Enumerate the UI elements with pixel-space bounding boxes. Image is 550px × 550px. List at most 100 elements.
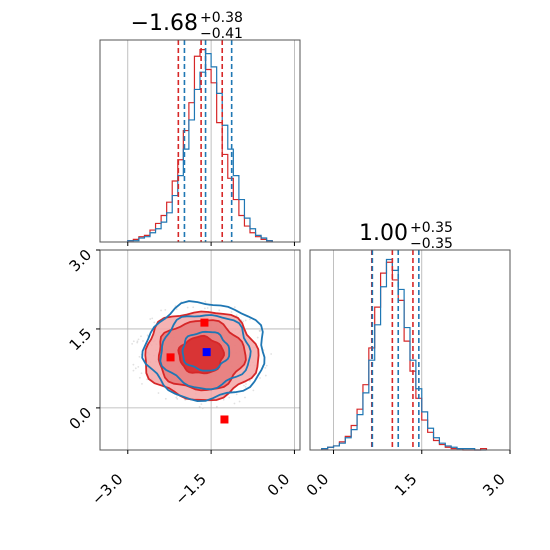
contour-panel-param-2-vs-param-1: −3.0 −1.5 0.0 0.0 1.5 3.0 (66, 246, 301, 509)
quantile-lines-param-1 (177, 40, 233, 242)
y-tick-label: 0.0 (66, 404, 96, 434)
marker-3 (202, 348, 211, 357)
quantile-lines-param-2 (370, 250, 420, 450)
scatter-point (244, 385, 247, 388)
scatter-point (175, 396, 178, 399)
scatter-point (243, 384, 245, 387)
contour-line-series-1-1 (159, 314, 252, 391)
title-value-param-1: −1.68 (131, 11, 198, 36)
x-tick-label: 0.0 (264, 470, 294, 500)
x-tick-label: −1.5 (171, 470, 209, 508)
scatter-point (192, 306, 195, 309)
scatter-point (201, 407, 204, 410)
title-plus-param-2: +0.35 (410, 220, 453, 236)
contours-2d (141, 300, 266, 403)
scatter-point (151, 317, 154, 320)
marker-1 (200, 318, 209, 327)
scatter-point (140, 372, 143, 375)
scatter-point (153, 321, 156, 324)
scatter-point (146, 334, 149, 337)
scatter-point (230, 311, 233, 313)
scatter-point (131, 343, 134, 345)
frame-param-1 (99, 39, 301, 243)
scatter-point (132, 363, 135, 366)
scatter-point (249, 318, 251, 321)
scatter-point (134, 367, 137, 370)
scatter-point (233, 402, 236, 405)
x-tick-label: 0.0 (303, 470, 333, 500)
y-tick-label: 3.0 (66, 246, 96, 276)
scatter-point (149, 318, 152, 320)
hist-steps-param-1 (127, 49, 273, 242)
scatter-point (245, 383, 247, 385)
scatter-point (252, 389, 255, 392)
title-minus-param-1: −0.41 (200, 26, 243, 42)
scatter-point (175, 308, 178, 311)
scatter-point (233, 306, 236, 309)
contour-line-series-1-2 (141, 300, 266, 403)
scatter-point (228, 396, 231, 399)
x-tick-label: 1.5 (391, 470, 421, 500)
scatter-point (137, 338, 140, 341)
scatter-point (138, 355, 141, 358)
x-tick-label: 3.0 (479, 470, 509, 500)
scatter-point (160, 309, 162, 312)
scatter-point (142, 340, 144, 342)
marker-0 (166, 353, 175, 362)
scatter-point (132, 369, 135, 372)
scatter-point (264, 374, 267, 377)
title-plus-param-1: +0.38 (200, 10, 243, 26)
scatter-point (138, 376, 141, 379)
scatter-point (259, 377, 261, 379)
scatter-point (137, 366, 140, 368)
scatter-point (203, 307, 206, 310)
x-tick-label: −3.0 (88, 470, 126, 508)
scatter-point (176, 398, 179, 400)
scatter-point (136, 341, 139, 344)
scatter-point (244, 319, 247, 322)
frame-2d (99, 249, 301, 451)
marginal-histogram-param-2: 0.0 1.5 3.0 1.00 +0.35 −0.35 (303, 220, 511, 500)
scatter-point (164, 397, 167, 400)
scatter-point (157, 392, 160, 394)
scatter-point (244, 396, 246, 399)
ticks-param-1 (127, 242, 295, 246)
marker-2 (220, 415, 229, 424)
hist-steps-param-2 (321, 258, 488, 451)
scatter-point (265, 364, 268, 367)
scatter-point (206, 307, 209, 309)
scatter-point (204, 300, 207, 303)
hist-step-series-1 (127, 52, 273, 242)
scatter-point (200, 403, 203, 406)
scatter-point (242, 320, 245, 323)
contour-fill-series-0-0 (178, 335, 224, 374)
title-value-param-2: 1.00 (359, 221, 408, 246)
scatter-point (218, 309, 221, 312)
marginal-histogram-param-1: −1.68 +0.38 −0.41 (99, 10, 301, 246)
markers-2d (166, 318, 229, 424)
scatter-point (235, 393, 238, 396)
scatter-point (256, 336, 259, 339)
frame-param-2 (309, 249, 511, 451)
scatter-point (141, 382, 143, 385)
scatter-point (270, 353, 273, 355)
scatter-point (249, 379, 251, 382)
scatter-point (186, 306, 189, 309)
scatter-point (140, 335, 142, 338)
scatter-point (235, 314, 238, 317)
scatter-point (198, 405, 201, 408)
scatter-point (146, 378, 149, 381)
scatter-point (222, 398, 225, 401)
scatter-point (264, 366, 267, 369)
scatter-point (136, 340, 139, 343)
scatter-point (259, 330, 261, 332)
scatter-point (215, 405, 218, 408)
ticks-param-2: 0.0 1.5 3.0 (303, 450, 511, 500)
scatter-point (132, 340, 135, 343)
contour-line-series-0-0 (177, 334, 225, 375)
scatter-point (164, 308, 167, 311)
hist-step-series-1 (321, 258, 487, 451)
y-tick-label: 1.5 (66, 325, 96, 355)
scatter-point (238, 400, 241, 403)
